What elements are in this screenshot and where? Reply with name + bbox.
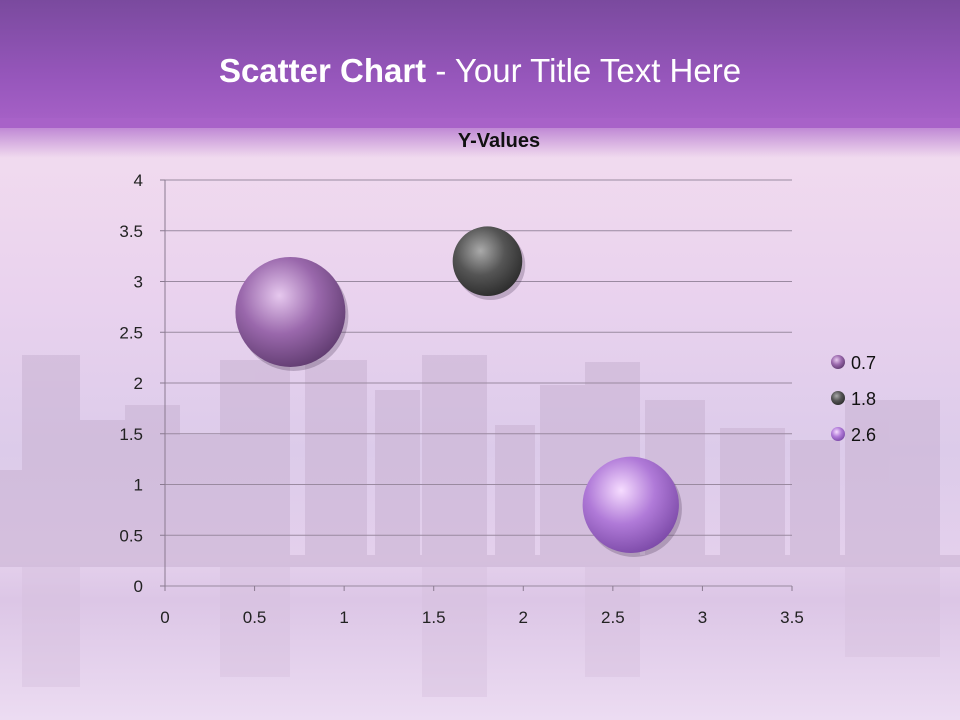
x-tick-label: 1 xyxy=(339,608,348,627)
y-tick-label: 2.5 xyxy=(119,323,143,342)
title-band xyxy=(0,0,960,128)
slide-title: Scatter Chart - Your Title Text Here xyxy=(0,52,960,90)
legend-label: 1.8 xyxy=(851,389,876,409)
y-tick-label: 1 xyxy=(134,476,143,495)
x-tick-label: 2 xyxy=(519,608,528,627)
x-tick-label: 0.5 xyxy=(243,608,267,627)
x-tick-label: 3.5 xyxy=(780,608,804,627)
legend-marker xyxy=(831,355,845,369)
x-tick-label: 3 xyxy=(698,608,707,627)
bubble-point xyxy=(582,456,679,553)
legend-marker xyxy=(831,391,845,405)
x-tick-label: 0 xyxy=(160,608,169,627)
y-tick-label: 4 xyxy=(134,171,143,190)
slide-title-bold: Scatter Chart xyxy=(218,52,427,89)
bubble-point xyxy=(235,256,346,367)
y-tick-label: 2 xyxy=(134,374,143,393)
y-tick-label: 1.5 xyxy=(119,425,143,444)
x-tick-label: 1.5 xyxy=(422,608,446,627)
legend-marker xyxy=(831,427,845,441)
x-tick-label: 2.5 xyxy=(601,608,625,627)
y-tick-label: 0 xyxy=(134,577,143,596)
slide-title-rest: - Your Title Text Here xyxy=(426,52,742,89)
title-band-fade xyxy=(0,118,960,158)
legend-label: 2.6 xyxy=(851,425,876,445)
legend-label: 0.7 xyxy=(851,353,876,373)
bubble-point xyxy=(452,226,523,296)
y-tick-label: 0.5 xyxy=(119,526,143,545)
y-tick-label: 3 xyxy=(134,273,143,292)
chart-title: Y-Values xyxy=(458,130,540,152)
y-tick-label: 3.5 xyxy=(119,222,143,241)
